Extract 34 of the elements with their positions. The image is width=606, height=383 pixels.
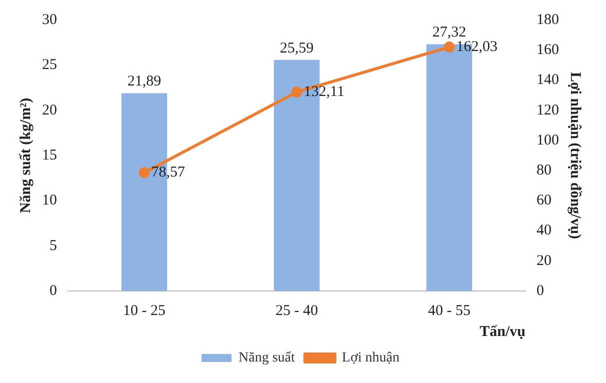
x-tick-label: 40 - 55	[428, 302, 470, 319]
y2-tick-label: 0	[536, 282, 544, 299]
y2-tick-label: 60	[536, 192, 552, 209]
legend-label: Năng suất	[238, 350, 296, 366]
data-label: 27,32	[432, 24, 466, 41]
y2-tick-label: 80	[536, 162, 552, 178]
legend-label: Lợi nhuận	[342, 350, 400, 366]
y-tick-label: 15	[42, 147, 57, 164]
x-axis-title: Tấn/vụ	[480, 324, 526, 340]
y-axis-title: Năng suất (kg/m²)	[18, 98, 34, 214]
point	[291, 86, 302, 98]
y-tick-label: 10	[42, 192, 57, 209]
point	[444, 42, 455, 53]
x-tick-label: 10 - 25	[123, 302, 166, 319]
data-label: 25,59	[280, 40, 314, 56]
data-label: 21,89	[127, 74, 162, 90]
y2-tick-label: 140	[536, 72, 559, 88]
y-tick-label: 5	[50, 238, 57, 254]
y2-tick-label: 100	[536, 132, 559, 148]
point	[138, 167, 150, 178]
y2-tick-label: 120	[536, 102, 559, 118]
data-label: 162,03	[456, 38, 498, 55]
y2-tick-label: 20	[536, 252, 552, 269]
data-label: 132,11	[304, 84, 344, 100]
data-label: 78,57	[151, 164, 186, 181]
y2-axis-title: Lợi nhuận (triệu đồng/vụ)	[567, 72, 584, 240]
y-tick-label: 0	[50, 282, 57, 299]
y-tick-label: 30	[42, 12, 57, 28]
y2-tick-label: 160	[536, 42, 559, 58]
y2-tick-label: 40	[536, 222, 552, 239]
x-tick-label: 25 - 40	[276, 302, 318, 319]
y-tick-label: 20	[42, 102, 57, 118]
y-tick-label: 25	[42, 57, 57, 74]
y2-tick-label: 180	[536, 12, 559, 28]
